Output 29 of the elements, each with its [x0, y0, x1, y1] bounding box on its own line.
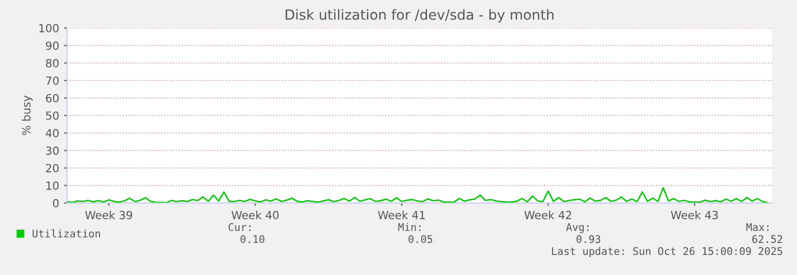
text: 62.52: [752, 235, 782, 244]
text: 0.05: [408, 235, 432, 244]
x-tick-label: Week 40: [232, 210, 279, 220]
text: Last update: Sun Oct 26 15:00:09 2025: [552, 246, 782, 258]
y-tick-label: 10: [46, 181, 59, 190]
y-tick-label: 80: [46, 58, 59, 68]
x-tick-label: Week 43: [670, 210, 718, 220]
legend-label: Utilization: [32, 229, 100, 238]
text: Min:: [398, 222, 420, 231]
y-tick-label: 100: [39, 24, 59, 32]
x-tick-label: Week 42: [524, 210, 572, 220]
y-tick-label: 20: [46, 164, 59, 172]
y-axis-title: % busy: [22, 96, 33, 136]
text: 0.93: [576, 235, 600, 244]
y-tick-label: 60: [46, 94, 59, 102]
y-tick-label: 50: [46, 111, 59, 120]
y-tick-label: 0: [53, 198, 59, 208]
text: 0.10: [240, 235, 264, 244]
x-tick-label: Week 39: [85, 210, 132, 220]
line-series: [67, 187, 769, 203]
y-tick-label: 90: [46, 41, 59, 50]
x-tick-label: Week 41: [378, 210, 425, 220]
y-tick-label: 30: [46, 146, 59, 155]
y-tick-label: 70: [46, 76, 59, 85]
y-tick-label: 40: [46, 128, 59, 138]
chart-title: Disk utilization for /dev/sda - by month: [286, 9, 554, 23]
text: Max:: [746, 223, 768, 232]
text: Avg:: [566, 223, 588, 234]
text: Cur:: [228, 223, 250, 232]
